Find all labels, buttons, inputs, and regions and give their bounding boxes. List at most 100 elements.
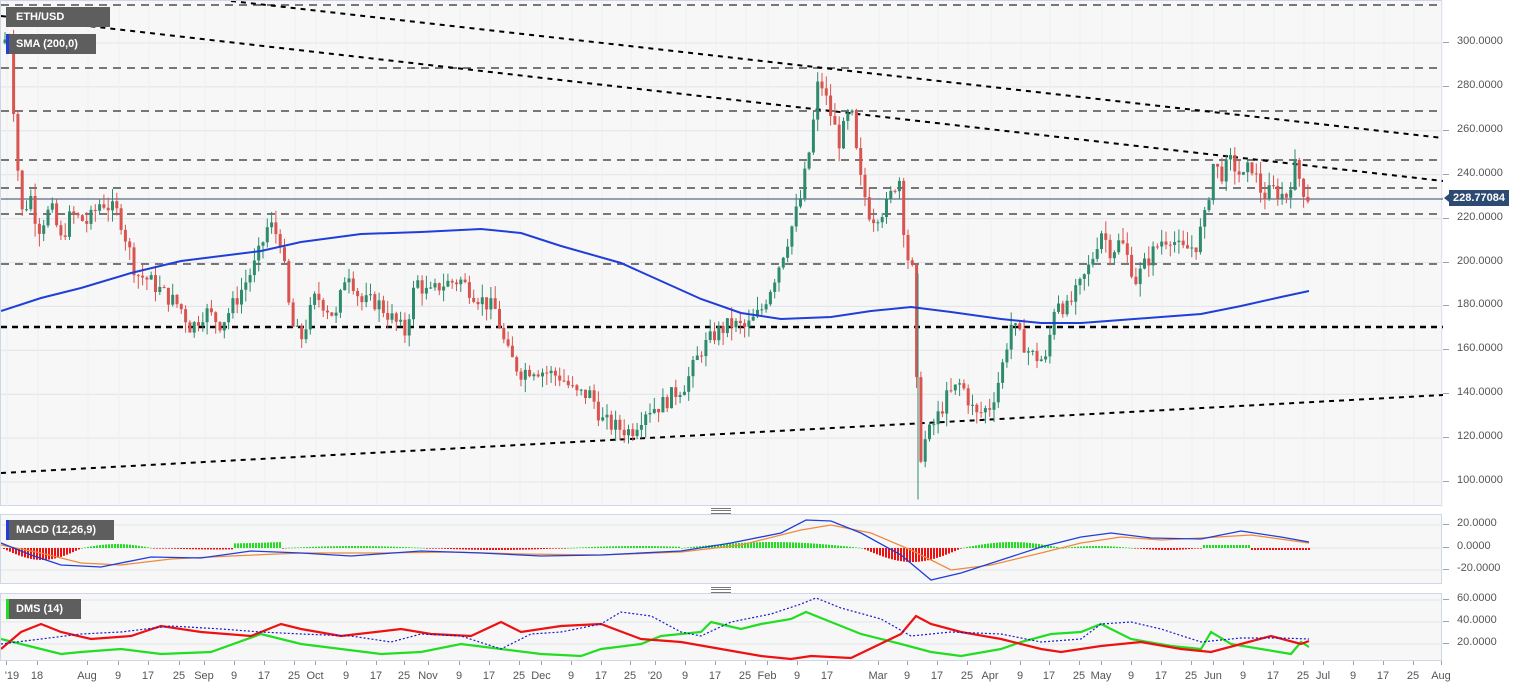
- x-tick: [404, 661, 405, 665]
- x-axis-label: 9: [681, 670, 689, 682]
- candlestick-plot[interactable]: [1, 1, 1443, 507]
- dms-label: DMS (14): [16, 603, 64, 615]
- dms-legend[interactable]: DMS (14): [6, 599, 81, 619]
- x-axis-label: 9: [793, 670, 801, 682]
- x-axis-label: 17: [1042, 670, 1056, 682]
- x-tick: [179, 661, 180, 665]
- x-tick: [827, 661, 828, 665]
- sma-color-marker: [6, 34, 9, 54]
- macd-axis-label: 20.0000: [1457, 517, 1497, 529]
- macd-label: MACD (12,26,9): [16, 524, 97, 536]
- x-axis-label: 17: [369, 670, 383, 682]
- x-axis-label: 25: [1296, 670, 1310, 682]
- x-tick: [878, 661, 879, 665]
- y-tick: [1443, 481, 1449, 482]
- x-axis-label: Mar: [868, 670, 888, 682]
- price-chart-pane[interactable]: ETH/USD SMA (200,0): [0, 0, 1443, 507]
- x-tick: [1101, 661, 1102, 665]
- price-axis-label: 120.0000: [1457, 430, 1503, 442]
- x-tick: [519, 661, 520, 665]
- x-axis-label: 25: [512, 670, 526, 682]
- x-tick: [1079, 661, 1080, 665]
- dms-pane[interactable]: DMS (14): [0, 593, 1443, 662]
- x-axis-label: Oct: [306, 670, 324, 682]
- x-tick: [1303, 661, 1304, 665]
- dms-plot[interactable]: [1, 594, 1443, 662]
- symbol-legend[interactable]: ETH/USD: [6, 7, 110, 27]
- x-tick: [294, 661, 295, 665]
- sma-legend[interactable]: SMA (200,0): [6, 34, 96, 54]
- y-tick: [1443, 86, 1449, 87]
- x-axis-label: Apr: [981, 670, 999, 682]
- x-tick: [118, 661, 119, 665]
- x-tick: [204, 661, 205, 665]
- x-tick: [489, 661, 490, 665]
- x-axis-label: 25: [397, 670, 411, 682]
- price-axis-label: 220.0000: [1457, 211, 1503, 223]
- y-tick: [1443, 42, 1449, 43]
- x-axis-label: 18: [30, 670, 44, 682]
- x-axis-label: 25: [738, 670, 752, 682]
- macd-color-marker: [6, 520, 9, 540]
- x-tick: [1161, 661, 1162, 665]
- price-axis-label: 280.0000: [1457, 79, 1503, 91]
- x-axis-label: 17: [594, 670, 608, 682]
- x-tick: [1383, 661, 1384, 665]
- x-axis-label: '20: [647, 670, 663, 682]
- x-tick: [1020, 661, 1021, 665]
- x-axis-label: Aug: [1431, 670, 1451, 682]
- x-tick: [1413, 661, 1414, 665]
- x-axis-label: 25: [623, 670, 637, 682]
- macd-legend[interactable]: MACD (12,26,9): [6, 520, 114, 540]
- price-axis-label: 140.0000: [1457, 386, 1503, 398]
- y-tick: [1443, 643, 1449, 644]
- y-tick: [1443, 569, 1449, 570]
- price-axis-label: 100.0000: [1457, 474, 1503, 486]
- x-tick: [685, 661, 686, 665]
- x-axis-label: 17: [708, 670, 722, 682]
- x-axis-label: 17: [1266, 670, 1280, 682]
- x-axis-label: 25: [1072, 670, 1086, 682]
- x-axis-label: Nov: [418, 670, 438, 682]
- price-axis-label: 200.0000: [1457, 255, 1503, 267]
- dms-axis-label: 60.0000: [1457, 592, 1497, 604]
- x-tick: [630, 661, 631, 665]
- x-tick: [715, 661, 716, 665]
- x-axis-label: 9: [903, 670, 911, 682]
- x-axis-label: 25: [287, 670, 301, 682]
- x-tick: [6, 661, 7, 665]
- y-tick: [1443, 218, 1449, 219]
- x-tick: [1353, 661, 1354, 665]
- x-axis-label: Jul: [1315, 670, 1331, 682]
- x-tick: [990, 661, 991, 665]
- pane-resize-handle-1[interactable]: [711, 508, 731, 514]
- y-tick: [1443, 393, 1449, 394]
- x-axis-label: 9: [1016, 670, 1024, 682]
- x-axis-label: 17: [141, 670, 155, 682]
- y-tick: [1443, 174, 1449, 175]
- macd-pane[interactable]: MACD (12,26,9): [0, 514, 1443, 585]
- y-tick: [1443, 130, 1449, 131]
- x-tick: [1213, 661, 1214, 665]
- price-axis-label: 300.0000: [1457, 35, 1503, 47]
- y-tick: [1443, 599, 1449, 600]
- x-axis-label: Aug: [77, 670, 97, 682]
- symbol-label: ETH/USD: [16, 11, 65, 23]
- x-tick: [459, 661, 460, 665]
- macd-plot[interactable]: [1, 515, 1443, 585]
- x-axis-label: '19: [4, 670, 20, 682]
- x-tick: [655, 661, 656, 665]
- x-tick: [937, 661, 938, 665]
- pane-resize-handle-2[interactable]: [711, 587, 731, 593]
- x-axis-label: 17: [482, 670, 496, 682]
- dms-color-marker: [6, 599, 9, 619]
- x-tick: [87, 661, 88, 665]
- x-tick: [907, 661, 908, 665]
- x-tick: [601, 661, 602, 665]
- x-axis-label: 17: [820, 670, 834, 682]
- x-tick: [1131, 661, 1132, 665]
- x-tick: [264, 661, 265, 665]
- x-axis-label: Jun: [1204, 670, 1222, 682]
- x-axis-label: 9: [567, 670, 575, 682]
- x-tick: [1273, 661, 1274, 665]
